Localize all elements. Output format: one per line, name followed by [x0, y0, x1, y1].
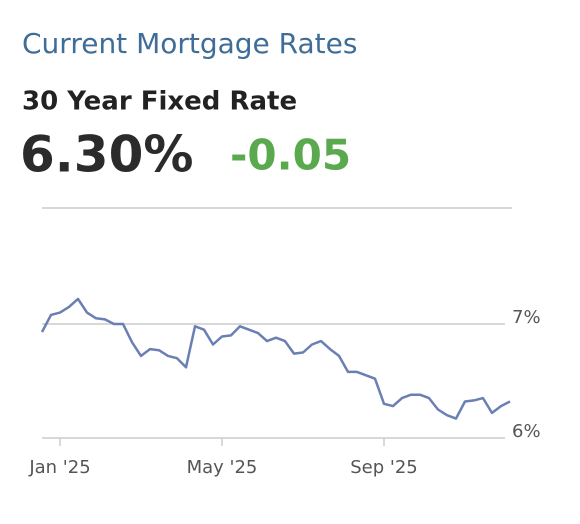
y-tick-label: 7%: [512, 307, 541, 328]
x-tick-label: Sep '25: [350, 457, 418, 478]
y-tick-label: 6%: [512, 421, 541, 442]
x-tick-label: Jan '25: [28, 457, 90, 478]
current-rate: 6.30%: [20, 126, 193, 184]
widget-title: Current Mortgage Rates: [22, 27, 357, 60]
rate-change: -0.05: [230, 131, 351, 180]
rate-name: 30 Year Fixed Rate: [22, 87, 297, 117]
x-tick-label: May '25: [187, 457, 258, 478]
rate-line: [40, 297, 511, 420]
